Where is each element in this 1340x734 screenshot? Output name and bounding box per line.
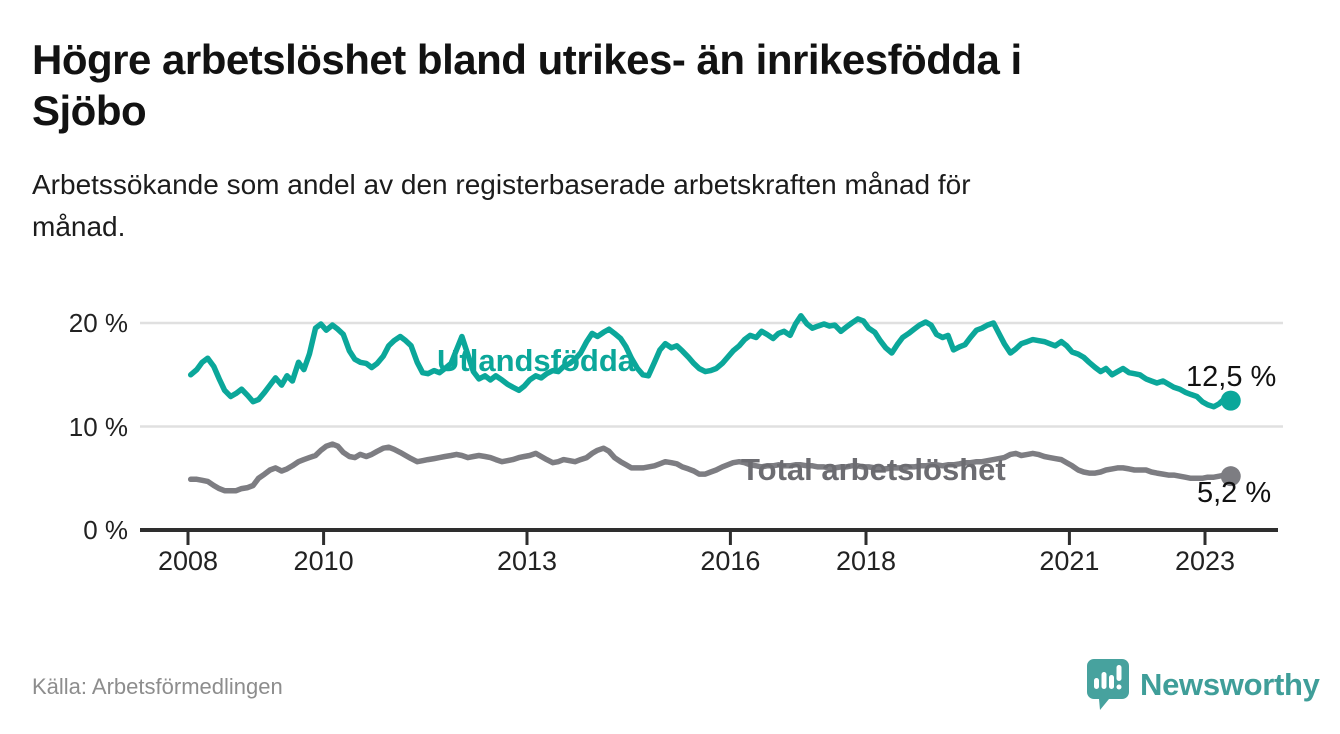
- newsworthy-logo: Newsworthy: [1086, 658, 1320, 712]
- x-tick-label: 2016: [700, 546, 761, 576]
- end-value-label-utlandsfodda: 12,5 %: [1186, 361, 1277, 393]
- chart-subtitle: Arbetssökande som andel av den registerb…: [32, 169, 971, 242]
- x-tick-label: 2013: [496, 546, 558, 576]
- page-title: Högre arbetslöshet bland utrikes- än inr…: [32, 36, 1022, 135]
- y-tick-label: 0 %: [83, 515, 128, 545]
- x-tick-label: 2018: [835, 546, 897, 576]
- series-end-dot-utlandsfodda: [1220, 390, 1241, 411]
- series-label-utlandsfodda: Utlandsfödda: [437, 343, 636, 378]
- series-label-total-arbetsloshet: Total arbetslöshet: [741, 452, 1006, 487]
- logo-bar-large: [1109, 675, 1114, 689]
- newsworthy-logo-icon: [1087, 659, 1129, 710]
- logo-bar-medium: [1101, 672, 1107, 689]
- series-end-dot-total: [1220, 466, 1241, 487]
- x-tick-label: 2021: [1039, 546, 1100, 576]
- newsworthy-wordmark: Newsworthy: [1140, 667, 1320, 702]
- series-line-total: [187, 441, 1234, 494]
- source-note: Källa: Arbetsförmedlingen: [32, 674, 283, 699]
- y-tick-label: 10 %: [68, 411, 128, 442]
- logo-bar-small: [1094, 678, 1099, 689]
- logo-exclamation-dot: [1116, 684, 1122, 690]
- end-value-label-total: 5,2 %: [1197, 477, 1272, 509]
- logo-exclamation-bar: [1116, 665, 1122, 681]
- y-tick-label: 20 %: [68, 308, 128, 338]
- x-tick-label: 2010: [293, 546, 354, 576]
- x-tick-label: 2008: [157, 546, 219, 576]
- series-line-utlandsfodda: [187, 313, 1234, 410]
- x-tick-label: 2023: [1174, 546, 1236, 576]
